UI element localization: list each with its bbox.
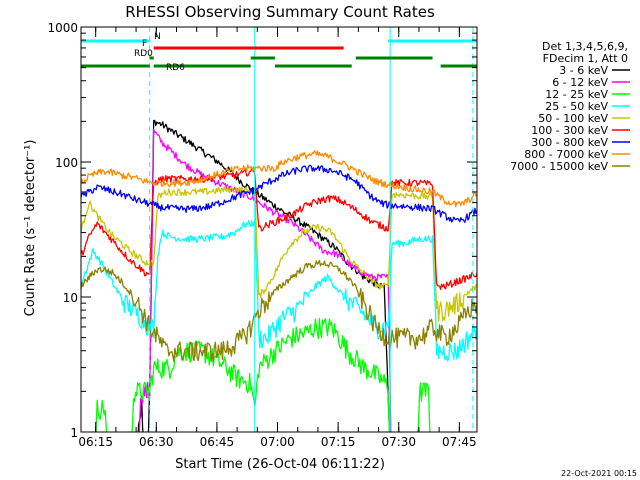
legend-label-4: 50 - 100 keV: [538, 112, 608, 125]
y-tick-label: 100: [55, 156, 78, 170]
y-axis-label: Count Rate (s⁻¹ detector⁻¹): [23, 140, 38, 317]
y-tick-label: 1000: [47, 21, 78, 35]
y-tick-label: 1: [70, 426, 78, 440]
axes: 1 10 100 1000 06:15 06:30 06:45 07:00 07:15 07:30…: [47, 21, 478, 449]
series-line-5: [81, 167, 477, 291]
plot-frame: [80, 26, 478, 433]
status-label-rd0: RD0: [134, 49, 153, 59]
series-line-6: [81, 164, 477, 223]
plot-lines: [81, 119, 477, 432]
status-label-n: N: [154, 32, 161, 42]
legend-header-1: FDecim 1, Att 0: [543, 52, 628, 65]
legend: Det 1,3,4,5,6,9,FDecim 1, Att 03 - 6 keV…: [510, 40, 630, 173]
legend-label-8: 7000 - 15000 keV: [510, 160, 608, 173]
x-tick-label: 06:45: [200, 435, 235, 449]
x-tick-label: 07:00: [260, 435, 295, 449]
x-tick-label: 06:30: [139, 435, 174, 449]
x-axis-label: Start Time (26-Oct-04 06:11:22): [175, 457, 385, 472]
vertical-lines: [149, 27, 474, 432]
series-line-8: [81, 259, 477, 363]
series-line-3: [81, 218, 477, 362]
legend-header-0: Det 1,3,4,5,6,9,: [542, 40, 628, 53]
x-tick-label: 07:30: [381, 435, 416, 449]
legend-label-3: 25 - 50 keV: [545, 100, 608, 113]
chart-title: RHESSI Observing Summary Count Rates: [125, 3, 435, 21]
status-label-rd6: RD6: [166, 63, 185, 73]
legend-label-1: 6 - 12 keV: [552, 76, 608, 89]
series-line-0: [137, 119, 391, 432]
legend-label-0: 3 - 6 keV: [559, 64, 608, 77]
footer-date: 22-Oct-2021 00:15: [561, 469, 637, 478]
legend-label-6: 300 - 800 keV: [531, 136, 608, 149]
series-line-4: [81, 185, 477, 322]
series-line-7: [81, 150, 477, 208]
x-tick-label: 06:15: [78, 435, 113, 449]
x-tick-label: 07:15: [321, 435, 356, 449]
x-tick-label: 07:45: [442, 435, 477, 449]
legend-label-2: 12 - 25 keV: [545, 88, 608, 101]
legend-label-5: 100 - 300 keV: [531, 124, 608, 137]
series-line-2: [95, 317, 431, 432]
legend-label-7: 800 - 7000 keV: [524, 148, 608, 161]
y-tick-label: 10: [63, 291, 78, 305]
status-label-f: F: [142, 39, 147, 49]
